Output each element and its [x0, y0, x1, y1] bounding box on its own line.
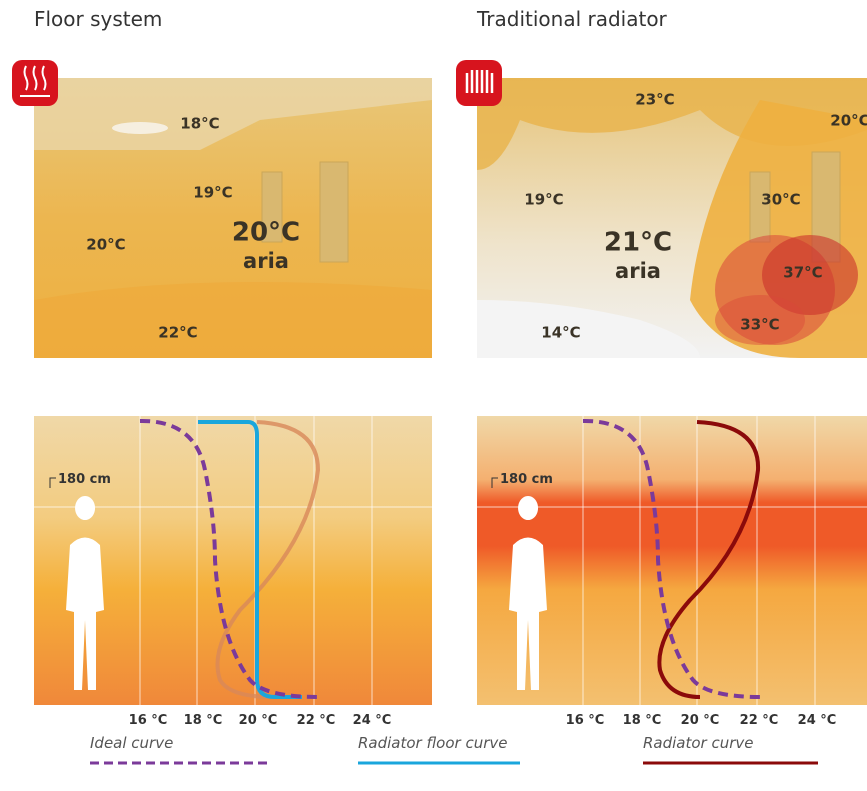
room-temp: 14°C — [541, 324, 580, 342]
panel-title: Floor system — [34, 7, 162, 31]
legend-label: Radiator floor curve — [358, 734, 508, 752]
room-temp: 22°C — [158, 324, 197, 342]
warm-zone — [34, 282, 432, 358]
height-label: 180 cm — [58, 472, 111, 487]
room-temp: 20°C — [232, 218, 300, 248]
room-temp: 21°C — [604, 228, 672, 258]
room-temp: 30°C — [761, 191, 800, 209]
infographic: Floor system Traditional radiator 18°C 1… — [0, 0, 867, 791]
axis-label: 24 °C — [798, 713, 837, 728]
axis-label: 22 °C — [740, 713, 779, 728]
room-air: aria — [243, 249, 289, 273]
axis-label: 20 °C — [239, 713, 278, 728]
room-temp: 18°C — [180, 115, 219, 133]
axis-label: 18 °C — [184, 713, 223, 728]
axis-label: 22 °C — [297, 713, 336, 728]
room-temp: 20°C — [86, 236, 125, 254]
legend-label: Ideal curve — [90, 734, 173, 752]
room-temp: 19°C — [524, 191, 563, 209]
radiator-icon — [456, 60, 502, 106]
panel-title: Traditional radiator — [476, 7, 668, 31]
room-air: aria — [615, 259, 661, 283]
axis-label: 18 °C — [623, 713, 662, 728]
axis-label: 16 °C — [566, 713, 605, 728]
axis-label: 20 °C — [681, 713, 720, 728]
room-temp: 19°C — [193, 184, 232, 202]
room-temp: 23°C — [635, 91, 674, 109]
axis-label: 24 °C — [353, 713, 392, 728]
window — [320, 162, 348, 262]
room-temp: 37°C — [783, 264, 822, 282]
axis-label: 16 °C — [129, 713, 168, 728]
height-label: 180 cm — [500, 472, 553, 487]
legend-label: Radiator curve — [643, 734, 754, 752]
ceiling-lamp — [112, 122, 168, 134]
room-temp: 33°C — [740, 316, 779, 334]
room-temp: 20°C — [830, 112, 867, 130]
